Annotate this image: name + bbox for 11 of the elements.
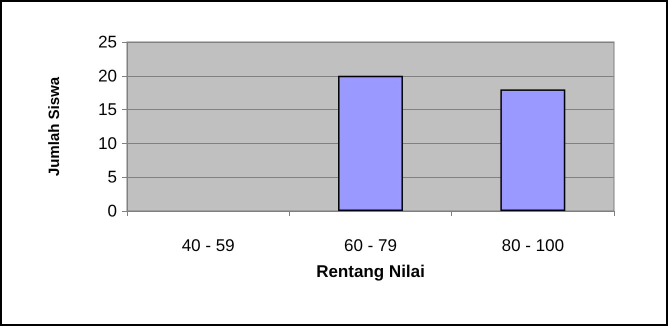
y-tick-label: 5 xyxy=(108,168,117,187)
y-tick-label: 10 xyxy=(98,134,117,153)
y-tick-label: 0 xyxy=(108,202,117,220)
x-axis-title: Rentang Nilai xyxy=(316,262,425,281)
y-tick-label: 25 xyxy=(98,32,117,52)
y-axis-title: Jumlah Siswa xyxy=(46,76,63,176)
y-tick-label: 15 xyxy=(98,100,117,120)
y-tick-label: 20 xyxy=(98,66,117,86)
x-tick-label: 40 - 59 xyxy=(182,236,235,255)
x-tick-label: 60 - 79 xyxy=(344,236,397,255)
x-tick-label: 80 - 100 xyxy=(502,236,564,255)
